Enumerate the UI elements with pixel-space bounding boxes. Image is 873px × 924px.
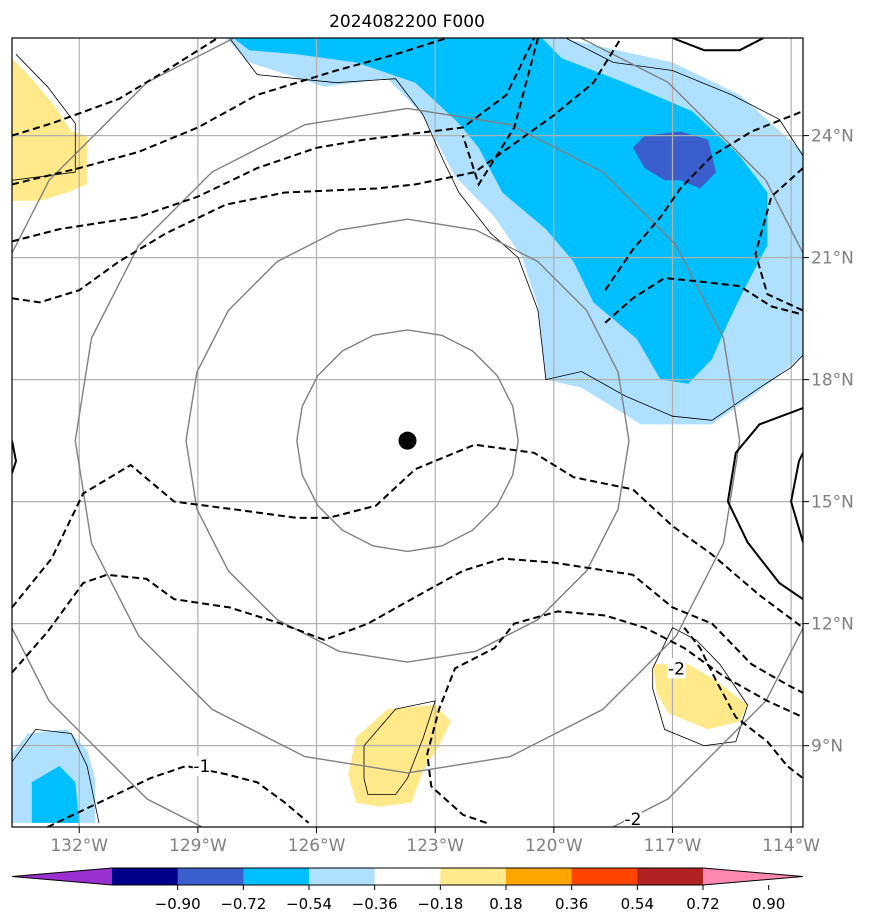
range-ring (74, 107, 741, 774)
colorbar-label: −0.54 (286, 895, 332, 913)
dashed-contour (12, 443, 803, 629)
dashed-contour (461, 38, 539, 187)
y-tick-label: 18°N (811, 371, 854, 391)
dashed-contour (604, 110, 803, 291)
chart-title: 2024082200 F000 (329, 12, 485, 32)
y-tick-label: 12°N (811, 615, 854, 635)
colorbar-outline (11, 867, 804, 886)
thin-contour (229, 38, 803, 421)
thin-contour (565, 38, 803, 157)
colorbar-swatch (374, 868, 441, 885)
shaded-region (12, 58, 88, 201)
contour-label-bg (667, 658, 686, 679)
colorbar-extend-high (703, 868, 803, 885)
range-ring (296, 329, 519, 553)
dashed-contour (683, 627, 803, 779)
solid-contour (672, 38, 764, 52)
y-tick-label: 15°N (811, 493, 854, 513)
dashed-contour (12, 38, 535, 243)
contour-label: -2 (624, 810, 641, 830)
gridlines (12, 38, 803, 827)
thin-contour (363, 700, 436, 795)
dashed-contour (754, 167, 803, 312)
dashed-contour (426, 610, 803, 824)
map-layers: -1 -2 -2 (12, 38, 803, 830)
thin-contour (652, 627, 749, 747)
dashed-contour (12, 38, 219, 137)
colorbar-label: 0.90 (752, 895, 785, 913)
dashed-contour (12, 557, 803, 694)
colorbar-label: −0.72 (220, 895, 266, 913)
x-tick-label: 129°W (169, 836, 227, 856)
contour-label: -2 (668, 659, 685, 679)
colorbar-swatch (177, 868, 244, 885)
colorbar-swatch (440, 868, 507, 885)
x-tick-label: 120°W (525, 836, 583, 856)
colorbar-label: 0.18 (489, 895, 522, 913)
solid-contour (790, 452, 803, 543)
colorbar-label: −0.18 (417, 895, 463, 913)
thin-contour (12, 728, 100, 823)
y-tick-label: 9°N (811, 737, 843, 757)
contour-label-bg (623, 808, 642, 827)
colorbar: −0.90 −0.72 −0.54 −0.36 −0.18 0.18 0.36 0.54 0.7… (11, 867, 804, 913)
colorbar-label: −0.36 (352, 895, 398, 913)
colorbar-label: 0.36 (555, 895, 588, 913)
colorbar-swatch (112, 868, 179, 885)
y-tick-label: 21°N (811, 249, 854, 269)
range-ring (185, 218, 630, 663)
y-tick-label: 24°N (811, 127, 854, 147)
colorbar-label: −0.90 (155, 895, 201, 913)
x-tick-label: 126°W (288, 836, 346, 856)
colorbar-swatch (571, 868, 638, 885)
colorbar-extend-low (12, 868, 112, 885)
x-axis-ticks: 132°W 129°W 126°W 123°W 120°W 117°W 114°W (50, 827, 820, 856)
plot-frame (11, 37, 804, 828)
dashed-contour (12, 38, 622, 304)
colorbar-swatch (637, 868, 704, 885)
x-tick-label: 123°W (406, 836, 464, 856)
contour-label: -1 (193, 757, 210, 777)
colorbar-swatch (506, 868, 573, 885)
contour-label-bg (192, 755, 211, 776)
solid-contour (12, 440, 18, 474)
shaded-region (652, 664, 748, 730)
colorbar-label: 0.72 (686, 895, 719, 913)
x-tick-label: 132°W (50, 836, 108, 856)
y-axis-ticks: 9°N 12°N 15°N 18°N 21°N 24°N (803, 127, 854, 757)
colorbar-swatch (243, 868, 310, 885)
x-tick-label: 117°W (644, 836, 702, 856)
x-tick-label: 114°W (762, 836, 820, 856)
dashed-contour (604, 276, 803, 324)
map-plot: -1 -2 -2 (11, 37, 804, 830)
colorbar-swatch (309, 868, 376, 885)
solid-contour (726, 407, 803, 601)
storm-center-marker (398, 431, 417, 450)
dashed-contour (12, 38, 448, 186)
colorbar-label: 0.54 (621, 895, 654, 913)
shaded-region (31, 766, 80, 823)
